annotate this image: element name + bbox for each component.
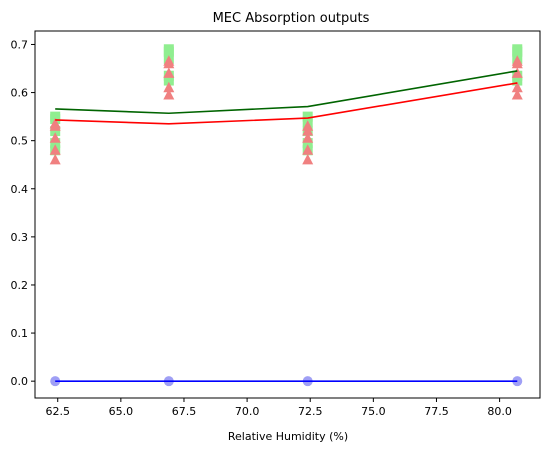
y-axis: 0.0 0.1 0.2 0.3 0.4 0.5 0.6 0.7 bbox=[11, 38, 35, 388]
scatter-point-0-9 bbox=[163, 44, 174, 55]
series-line-0 bbox=[55, 70, 518, 115]
y-tick-label-5: 0.5 bbox=[11, 135, 29, 148]
x-tick-label-6: 77.5 bbox=[424, 405, 449, 418]
chart-title: MEC Absorption outputs bbox=[213, 11, 370, 26]
scatter-point-1-15 bbox=[511, 88, 523, 100]
x-tick-label-0: 62.5 bbox=[45, 405, 70, 418]
y-tick-label-3: 0.3 bbox=[11, 231, 29, 244]
y-tick-label-0: 0.0 bbox=[11, 375, 29, 388]
scatter-point-1-14 bbox=[302, 120, 314, 131]
scatter-point-1-9 bbox=[163, 55, 175, 66]
scatter-point-1-11 bbox=[302, 144, 314, 155]
x-tick-label-4: 72.5 bbox=[298, 405, 323, 418]
plot-marks bbox=[49, 44, 523, 387]
scatter-point-1-0 bbox=[49, 153, 61, 165]
y-tick-label-1: 0.1 bbox=[11, 327, 29, 340]
y-tick-label-2: 0.2 bbox=[11, 279, 29, 292]
scatter-point-1-16 bbox=[511, 81, 523, 93]
scatter-point-1-10 bbox=[302, 153, 314, 165]
scatter-point-0-19 bbox=[512, 44, 523, 55]
scatter-point-1-7 bbox=[163, 67, 175, 78]
scatter-point-1-12 bbox=[302, 132, 314, 143]
scatter-point-0-4 bbox=[50, 111, 61, 122]
scatter-point-1-5 bbox=[163, 88, 175, 100]
series-line-1 bbox=[55, 82, 518, 125]
x-tick-label-1: 65.0 bbox=[109, 405, 134, 418]
y-tick-label-7: 0.7 bbox=[11, 38, 29, 51]
x-tick-label-5: 75.0 bbox=[361, 405, 386, 418]
y-tick-label-6: 0.6 bbox=[11, 87, 29, 100]
scatter-point-1-6 bbox=[163, 81, 175, 93]
scatter-point-0-2 bbox=[50, 126, 61, 137]
scatter-point-1-1 bbox=[49, 144, 61, 155]
x-tick-label-3: 70.0 bbox=[235, 405, 260, 418]
scatter-point-0-1 bbox=[50, 138, 61, 149]
plot-frame bbox=[34, 30, 541, 399]
x-axis-label: Relative Humidity (%) bbox=[228, 430, 348, 443]
scatter-point-0-11 bbox=[302, 138, 313, 149]
scatter-point-1-17 bbox=[511, 67, 523, 78]
x-tick-label-7: 80.0 bbox=[487, 405, 512, 418]
scatter-point-1-19 bbox=[511, 55, 523, 66]
scatter-point-1-4 bbox=[49, 117, 61, 129]
scatter-point-0-14 bbox=[302, 111, 313, 122]
y-tick-label-4: 0.4 bbox=[11, 183, 29, 196]
scatter-point-1-2 bbox=[49, 132, 61, 143]
x-axis: 62.5 65.0 67.5 70.0 72.5 75.0 77.5 80.0 bbox=[45, 398, 512, 418]
x-tick-label-2: 67.5 bbox=[172, 405, 197, 418]
